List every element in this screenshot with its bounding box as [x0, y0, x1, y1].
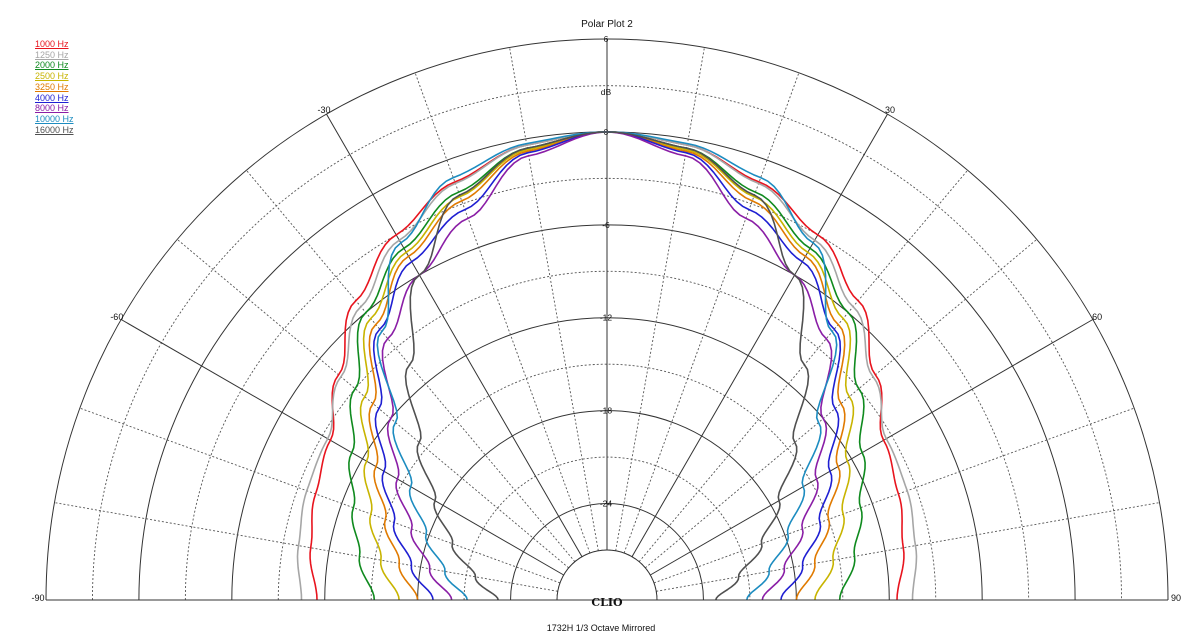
radial-tick-label: 6 — [604, 34, 609, 44]
legend: 1000 Hz 1250 Hz 2000 Hz 2500 Hz 3250 Hz 4000 … — [35, 39, 74, 135]
grid-spoke — [414, 72, 591, 554]
series-line — [404, 131, 810, 601]
grid-spoke — [615, 47, 705, 551]
grid-spoke — [509, 47, 599, 551]
grid-spoke — [653, 407, 1135, 584]
hub-semicircle — [556, 549, 658, 601]
grid-spoke — [246, 169, 576, 562]
radial-tick-label: -24 — [600, 499, 613, 509]
legend-item: 4000 Hz — [35, 92, 69, 103]
chart-footer: 1732H 1/3 Octave Mirrored — [547, 623, 656, 633]
legend-item: 2000 Hz — [35, 60, 69, 71]
grid-spoke — [79, 407, 561, 584]
radial-tick-label: -18 — [600, 406, 613, 416]
grid-spoke — [326, 113, 583, 557]
grid-ring — [92, 85, 1122, 601]
legend-item: 2500 Hz — [35, 71, 69, 82]
grid-spoke — [656, 502, 1160, 592]
grid-spoke — [650, 319, 1094, 576]
legend-item: 10000 Hz — [35, 113, 74, 124]
grid-ring — [184, 177, 1030, 601]
grid-spoke — [638, 169, 968, 562]
grid-spoke — [176, 239, 569, 569]
grid-spoke — [623, 72, 800, 554]
grid-spoke — [631, 113, 888, 557]
angle-tick-label: -30 — [317, 105, 330, 115]
legend-item: 1250 Hz — [35, 49, 69, 60]
angle-tick-labels: -90 -60 -30 30 60 90 — [31, 105, 1181, 603]
radial-unit-label: dB — [601, 87, 612, 97]
radial-tick-label: -12 — [600, 313, 613, 323]
legend-item: 3250 Hz — [35, 81, 69, 92]
series-curves — [296, 131, 918, 601]
legend-item: 1000 Hz — [35, 39, 69, 49]
radial-tick-label: -6 — [602, 220, 610, 230]
angle-tick-label: -90 — [31, 593, 44, 603]
grid-spoke — [645, 239, 1038, 569]
center-hub — [46, 549, 1168, 601]
legend-item: 8000 Hz — [35, 103, 69, 114]
clio-logo: CLIO — [591, 596, 623, 609]
grid-spoke — [120, 319, 564, 576]
angle-tick-label: 90 — [1171, 593, 1181, 603]
grid-ring — [370, 363, 844, 601]
chart-title: Polar Plot 2 — [581, 19, 633, 30]
legend-item: 16000 Hz — [35, 124, 74, 135]
angle-tick-label: 60 — [1092, 312, 1102, 322]
angle-tick-label: 30 — [885, 105, 895, 115]
grid-spoke — [54, 502, 558, 592]
radial-tick-labels: 60-6-12-18-24 — [600, 34, 613, 509]
angle-tick-label: -60 — [110, 312, 123, 322]
